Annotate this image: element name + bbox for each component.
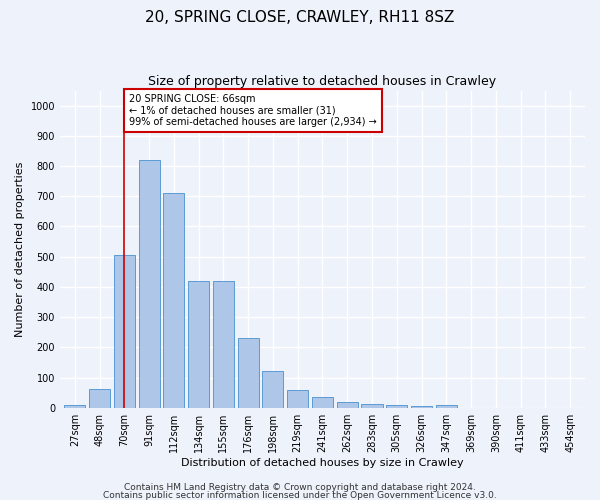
X-axis label: Distribution of detached houses by size in Crawley: Distribution of detached houses by size … bbox=[181, 458, 464, 468]
Bar bbox=[213, 281, 234, 407]
Bar bbox=[238, 338, 259, 407]
Bar bbox=[64, 406, 85, 407]
Text: 20, SPRING CLOSE, CRAWLEY, RH11 8SZ: 20, SPRING CLOSE, CRAWLEY, RH11 8SZ bbox=[145, 10, 455, 25]
Text: Contains public sector information licensed under the Open Government Licence v3: Contains public sector information licen… bbox=[103, 490, 497, 500]
Bar bbox=[287, 390, 308, 407]
Bar bbox=[436, 404, 457, 407]
Bar bbox=[89, 389, 110, 407]
Bar bbox=[337, 402, 358, 407]
Y-axis label: Number of detached properties: Number of detached properties bbox=[15, 162, 25, 337]
Text: Contains HM Land Registry data © Crown copyright and database right 2024.: Contains HM Land Registry data © Crown c… bbox=[124, 484, 476, 492]
Bar bbox=[139, 160, 160, 408]
Bar bbox=[361, 404, 383, 407]
Bar bbox=[411, 406, 432, 407]
Bar bbox=[386, 404, 407, 407]
Bar bbox=[262, 372, 283, 408]
Bar bbox=[188, 281, 209, 407]
Bar bbox=[163, 194, 184, 408]
Text: 20 SPRING CLOSE: 66sqm
← 1% of detached houses are smaller (31)
99% of semi-deta: 20 SPRING CLOSE: 66sqm ← 1% of detached … bbox=[129, 94, 377, 127]
Bar bbox=[114, 255, 135, 408]
Title: Size of property relative to detached houses in Crawley: Size of property relative to detached ho… bbox=[148, 75, 497, 88]
Bar bbox=[312, 397, 333, 407]
